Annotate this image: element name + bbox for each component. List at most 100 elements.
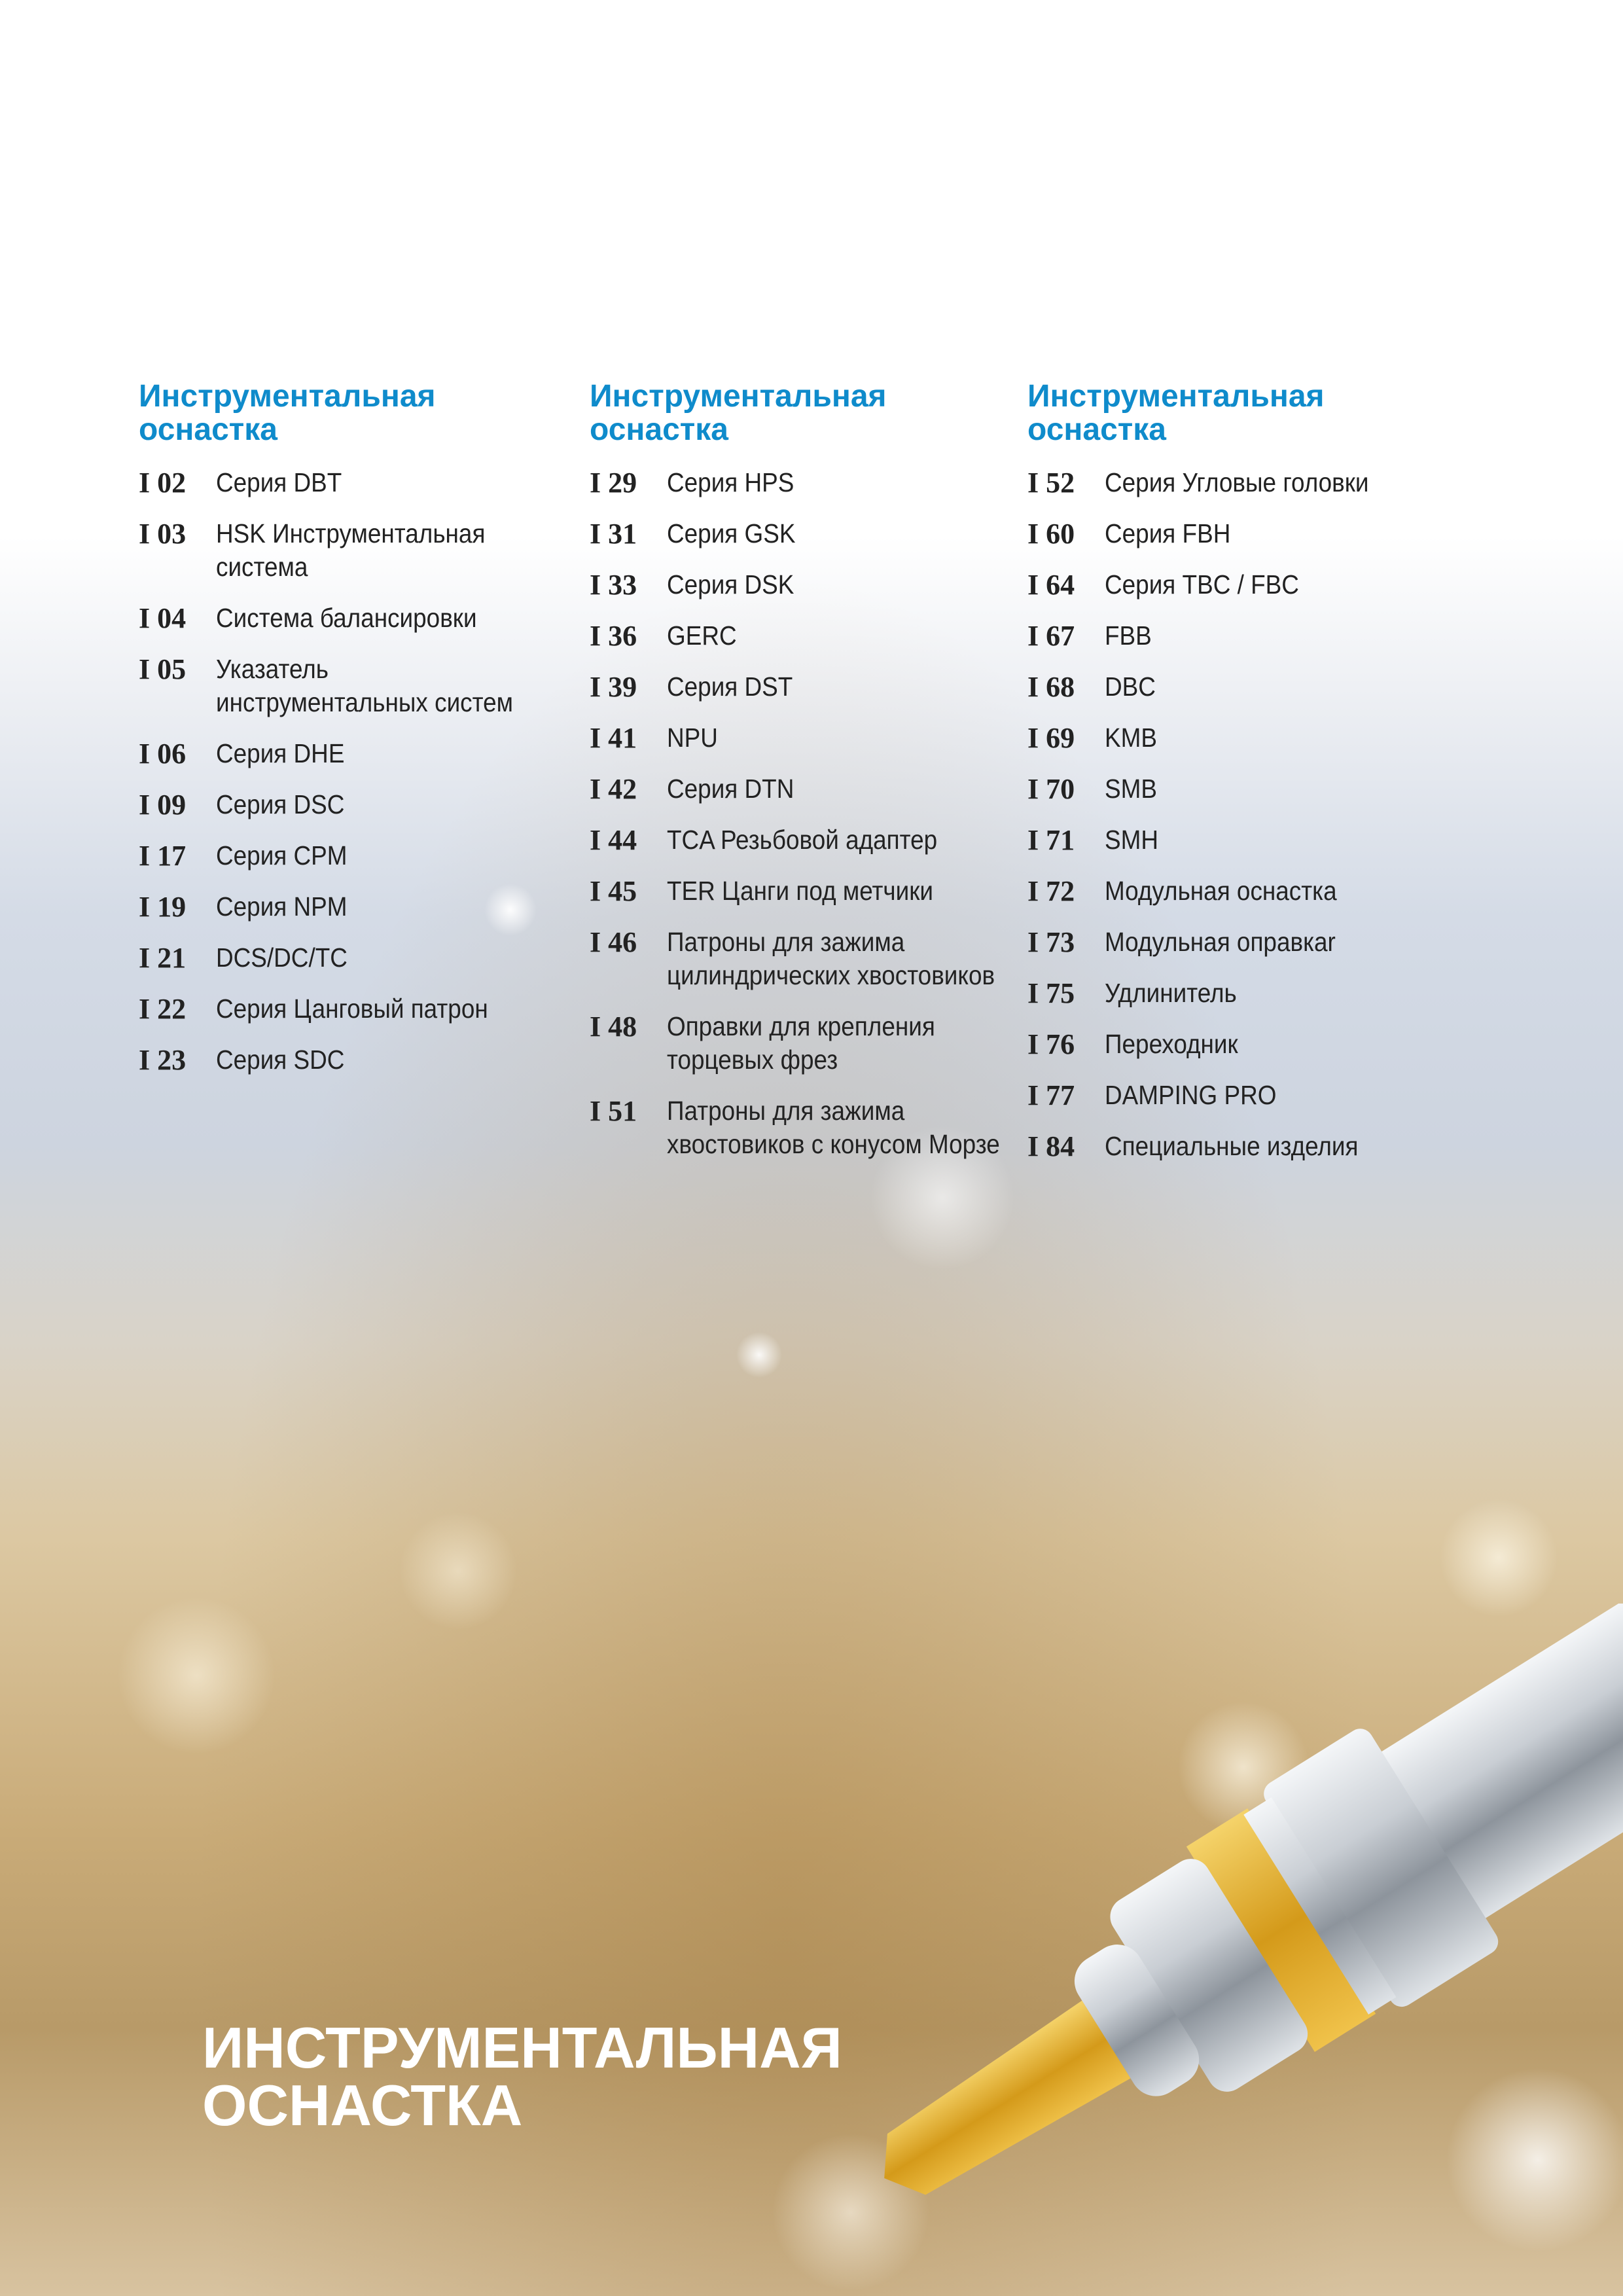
entry-line: Патроны для зажима: [667, 927, 905, 957]
entry-title: Серия DSC: [216, 788, 524, 821]
page-code: I 51: [590, 1095, 637, 1127]
entry-line: KMB: [1105, 723, 1157, 753]
entry-line: Серия DBT: [216, 467, 342, 497]
entry-line: Серия CPM: [216, 840, 348, 870]
column-heading: Инструментальная оснастка: [590, 380, 1008, 446]
entry-line: HSK Инструментальная: [216, 518, 486, 548]
page-code: I 04: [139, 602, 187, 634]
page-code: I 42: [590, 773, 637, 805]
toc-entry: I 44 TCA Резьбовой адаптер: [590, 823, 1008, 857]
entry-line: SMB: [1105, 774, 1157, 804]
toc-entry: I 41 NPU: [590, 721, 1008, 755]
entry-title: HSK Инструментальная система: [216, 517, 524, 584]
entry-title: Патроны для зажима цилиндрических хвостов…: [667, 925, 995, 992]
entry-line: Серия DST: [667, 672, 793, 702]
page-code: I 70: [1027, 773, 1075, 805]
page-code: I 71: [1027, 824, 1075, 856]
page-code: I 23: [139, 1044, 187, 1076]
entry-line: Серия NPM: [216, 891, 348, 922]
page-code: I 36: [590, 620, 637, 652]
page-code: I 76: [1027, 1028, 1075, 1060]
page-code: I 05: [139, 653, 187, 685]
entry-line: торцевых фрез: [667, 1045, 838, 1075]
toc-entry: I 36 GERC: [590, 619, 1008, 653]
page-code: I 77: [1027, 1079, 1075, 1111]
entry-title: Модульная оправкаr: [1105, 925, 1412, 959]
toc-entry: I 67 FBB: [1027, 619, 1446, 653]
title-line: ОСНАСТКА: [202, 2073, 523, 2138]
entry-line: Удлинитель: [1105, 978, 1237, 1008]
entry-title: Система балансировки: [216, 601, 524, 635]
page-code: I 46: [590, 926, 637, 958]
entry-title: DBC: [1105, 670, 1412, 704]
heading-line: Инструментальная: [590, 379, 887, 414]
page-code: I 02: [139, 467, 187, 499]
page-code: I 69: [1027, 722, 1075, 754]
entry-title: Серия SDC: [216, 1043, 524, 1077]
entry-line: система: [216, 552, 308, 582]
toc-column: Инструментальная оснастка I 52 Серия Угловы…: [1027, 380, 1446, 1181]
page-code: I 22: [139, 993, 187, 1025]
toc-entry: I 46 Патроны для зажима цилиндрических хво…: [590, 925, 1008, 992]
entry-line: хвостовиков с конусом Морзе: [667, 1129, 1000, 1159]
entry-title: Серия DST: [667, 670, 974, 704]
toc-entry: I 02 Серия DBT: [139, 466, 558, 499]
entry-line: FBB: [1105, 620, 1152, 651]
toc-entry: I 39 Серия DST: [590, 670, 1008, 704]
page-code: I 33: [590, 569, 637, 601]
entry-title: NPU: [667, 721, 974, 755]
entry-title: Удлинитель: [1105, 977, 1412, 1010]
tool-image: [884, 1604, 1623, 2195]
entry-title: Серия GSK: [667, 517, 974, 550]
entry-line: DCS/DC/TC: [216, 942, 348, 973]
entry-line: TER Цанги под метчики: [667, 876, 934, 906]
page-code: I 72: [1027, 875, 1075, 907]
page-code: I 31: [590, 518, 637, 550]
entry-line: цилиндрических хвостовиков: [667, 960, 995, 990]
toc-entry: I 23 Серия SDC: [139, 1043, 558, 1077]
entry-title: Серия FBH: [1105, 517, 1412, 550]
toc-entry: I 05 Указатель инструментальных систем: [139, 653, 558, 719]
toc-entry: I 33 Серия DSK: [590, 568, 1008, 601]
title-line: ИНСТРУМЕНТАЛЬНАЯ: [202, 2015, 842, 2080]
toc-entry: I 22 Серия Цанговый патрон: [139, 992, 558, 1026]
toc-entry: I 17 Серия CPM: [139, 839, 558, 872]
page-code: I 17: [139, 840, 187, 872]
page-code: I 73: [1027, 926, 1075, 958]
toc-column: Инструментальная оснастка I 02 Серия DBT I 0…: [139, 380, 558, 1094]
entry-title: Патроны для зажима хвостовиков с конусом …: [667, 1094, 1000, 1161]
entry-line: Переходник: [1105, 1029, 1238, 1059]
toc-entry: I 72 Модульная оснастка: [1027, 874, 1446, 908]
toc-entry: I 70 SMB: [1027, 772, 1446, 806]
entry-line: Серия FBH: [1105, 518, 1231, 548]
entry-line: Серия Цанговый патрон: [216, 994, 488, 1024]
entry-line: Серия HPS: [667, 467, 794, 497]
toc-entry: I 75 Удлинитель: [1027, 977, 1446, 1010]
page-code: I 44: [590, 824, 637, 856]
entry-title: Специальные изделия: [1105, 1130, 1412, 1163]
entry-title: Модульная оснастка: [1105, 874, 1412, 908]
entry-title: Серия Угловые головки: [1105, 466, 1412, 499]
entry-title: DAMPING PRO: [1105, 1079, 1412, 1112]
entry-line: Патроны для зажима: [667, 1096, 905, 1126]
entry-title: Серия CPM: [216, 839, 524, 872]
entry-title: Указатель инструментальных систем: [216, 653, 524, 719]
page-code: I 84: [1027, 1130, 1075, 1162]
toc-entry: I 29 Серия HPS: [590, 466, 1008, 499]
column-heading: Инструментальная оснастка: [139, 380, 558, 446]
toc-entry: I 76 Переходник: [1027, 1028, 1446, 1061]
entry-line: Указатель: [216, 654, 329, 684]
toc-entry: I 21 DCS/DC/TC: [139, 941, 558, 975]
entry-title: Серия DHE: [216, 737, 524, 770]
entry-line: TCA Резьбовой адаптер: [667, 825, 938, 855]
heading-line: Инструментальная: [1027, 379, 1325, 414]
entry-line: Модульная оправкаr: [1105, 927, 1336, 957]
entry-title: Серия DBT: [216, 466, 524, 499]
page-code: I 64: [1027, 569, 1075, 601]
page-code: I 19: [139, 891, 187, 923]
entry-line: Серия SDC: [216, 1045, 345, 1075]
entry-line: SMH: [1105, 825, 1158, 855]
entry-title: Серия DTN: [667, 772, 974, 806]
entry-line: NPU: [667, 723, 718, 753]
